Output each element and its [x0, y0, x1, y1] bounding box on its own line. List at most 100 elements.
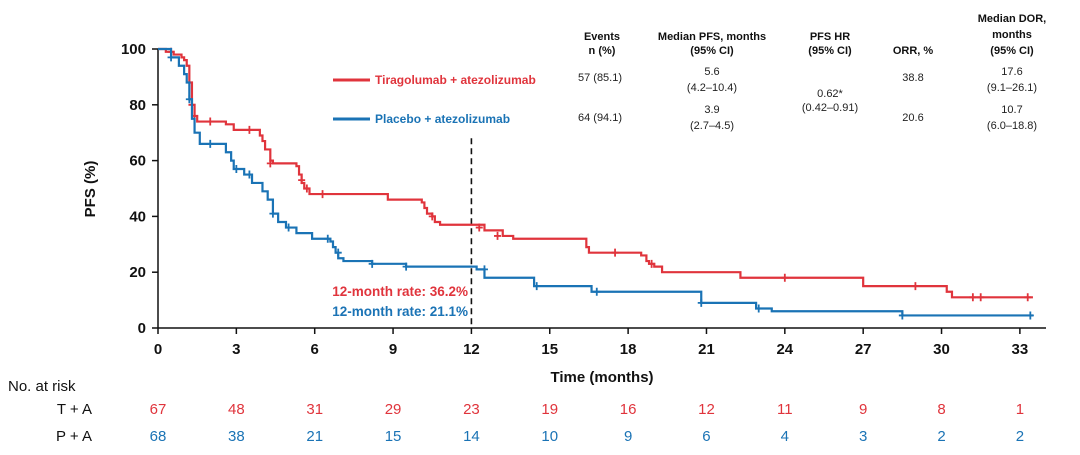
- table-header-median-pfs: Median PFS, months (95% CI): [658, 31, 766, 57]
- at-risk-count-tiragolumab: 11: [777, 401, 793, 418]
- x-tick-label: 6: [311, 341, 319, 358]
- at-risk-count-placebo: 9: [624, 428, 632, 445]
- at-risk-row-label: T + A: [57, 401, 92, 418]
- x-tick-label: 0: [154, 341, 162, 358]
- table-cell-median-dor-ci-placebo: (6.0–18.8): [987, 120, 1037, 132]
- table-cell-pfs-hr: 0.62*: [817, 88, 843, 100]
- censor-mark-placebo: [697, 298, 705, 307]
- table-header-line: n (%): [589, 45, 616, 57]
- x-axis-title: Time (months): [550, 369, 653, 386]
- km-curve-placebo: [158, 47, 1033, 317]
- table-cell-median-pfs-placebo: 3.9: [704, 104, 719, 116]
- x-tick-label: 15: [541, 341, 558, 358]
- y-tick-label: 40: [129, 208, 146, 225]
- y-tick-label: 80: [129, 97, 146, 114]
- y-tick-label: 0: [138, 320, 146, 337]
- table-cell-median-dor-placebo: 10.7: [1001, 104, 1022, 116]
- survival-curves: [158, 47, 1034, 320]
- x-tick-label: 21: [698, 341, 715, 358]
- x-tick-label: 30: [933, 341, 950, 358]
- censor-mark-placebo: [480, 265, 488, 274]
- x-tick-label: 9: [389, 341, 397, 358]
- censor-mark-placebo: [334, 248, 342, 257]
- at-risk-table: T + A 67 48 31 29 23 19 16 12 11 9 8 1P + A 68 38 21 15 1…: [56, 401, 1024, 445]
- table-header-line: Events: [584, 31, 620, 43]
- at-risk-count-tiragolumab: 8: [937, 401, 945, 418]
- censor-mark-placebo: [402, 262, 410, 271]
- at-risk-count-tiragolumab: 19: [541, 401, 558, 418]
- censor-mark-tiragolumab: [266, 159, 274, 168]
- censor-mark-placebo: [898, 311, 906, 320]
- annotation-12-month-rate-tiragolumab: 12-month rate: 36.2%: [332, 284, 468, 299]
- x-ticks: 0 3 6 9 12 15 18 21 24 27 30 33: [154, 328, 1028, 358]
- at-risk-count-placebo: 4: [781, 428, 789, 445]
- y-ticks: 0 20 40 60 80 100: [121, 41, 158, 337]
- censor-mark-placebo: [269, 209, 277, 218]
- summary-table: Events n (%) Median PFS, months (95% CI)…: [578, 13, 1046, 132]
- at-risk-count-placebo: 6: [702, 428, 710, 445]
- table-header-line: (95% CI): [690, 45, 734, 57]
- table-header-line: months: [992, 29, 1032, 41]
- table-cell-median-dor-ci-tiragolumab: (9.1–26.1): [987, 82, 1037, 94]
- table-header-line: Median DOR,: [978, 13, 1046, 25]
- table-header-pfs-hr: PFS HR (95% CI): [808, 31, 852, 57]
- at-risk-count-placebo: 2: [937, 428, 945, 445]
- censor-mark-tiragolumab: [428, 212, 436, 221]
- y-tick-label: 20: [129, 264, 146, 281]
- at-risk-count-tiragolumab: 29: [385, 401, 402, 418]
- at-risk-count-tiragolumab: 12: [698, 401, 715, 418]
- censor-mark-placebo: [593, 287, 601, 296]
- table-cell-pfs-hr-ci: (0.42–0.91): [802, 102, 858, 114]
- at-risk-count-tiragolumab: 23: [463, 401, 480, 418]
- y-tick-label: 100: [121, 41, 146, 58]
- table-header-line: (95% CI): [990, 45, 1034, 57]
- legend-label-placebo: Placebo + atezolizumab: [375, 112, 510, 126]
- censor-mark-tiragolumab: [303, 184, 311, 193]
- censor-mark-placebo: [1026, 311, 1034, 320]
- censor-mark-tiragolumab: [319, 190, 327, 199]
- censor-mark-placebo: [533, 282, 541, 291]
- at-risk-count-placebo: 21: [306, 428, 323, 445]
- km-curve-tiragolumab: [158, 47, 1033, 299]
- x-tick-label: 33: [1012, 341, 1029, 358]
- table-cell-orr-tiragolumab: 38.8: [902, 72, 923, 84]
- table-header-line: (95% CI): [808, 45, 852, 57]
- at-risk-count-placebo: 2: [1016, 428, 1024, 445]
- at-risk-count-tiragolumab: 67: [150, 401, 167, 418]
- table-header-line: ORR, %: [893, 45, 934, 57]
- y-axis-title: PFS (%): [82, 161, 99, 218]
- at-risk-count-tiragolumab: 9: [859, 401, 867, 418]
- table-header-line: PFS HR: [810, 31, 850, 43]
- at-risk-count-tiragolumab: 31: [306, 401, 323, 418]
- axes: 0 20 40 60 80 100 0 3 6 9 12 15 18 21 24 27 30 33: [121, 41, 1046, 358]
- at-risk-row-label: P + A: [56, 428, 92, 445]
- censor-mark-tiragolumab: [911, 282, 919, 291]
- table-header-events: Events n (%): [584, 31, 620, 57]
- censor-mark-tiragolumab: [977, 293, 985, 302]
- censor-mark-tiragolumab: [475, 223, 483, 232]
- table-cell-orr-placebo: 20.6: [902, 112, 923, 124]
- x-tick-label: 18: [620, 341, 637, 358]
- table-cell-events-tiragolumab: 57 (85.1): [578, 72, 622, 84]
- at-risk-count-placebo: 10: [541, 428, 558, 445]
- censor-mark-placebo: [285, 223, 293, 232]
- table-cell-median-dor-tiragolumab: 17.6: [1001, 66, 1022, 78]
- censor-mark-tiragolumab: [1024, 293, 1032, 302]
- table-cell-median-pfs-ci-placebo: (2.7–4.5): [690, 120, 734, 132]
- table-cell-events-placebo: 64 (94.1): [578, 112, 622, 124]
- censor-mark-placebo: [755, 304, 763, 313]
- table-header-line: Median PFS, months: [658, 31, 766, 43]
- at-risk-count-placebo: 14: [463, 428, 480, 445]
- censor-mark-tiragolumab: [611, 248, 619, 257]
- legend: Tiragolumab + atezolizumab Placebo + ate…: [333, 73, 536, 126]
- at-risk-count-placebo: 15: [385, 428, 402, 445]
- at-risk-count-tiragolumab: 48: [228, 401, 245, 418]
- censor-mark-tiragolumab: [494, 231, 502, 240]
- x-tick-label: 24: [776, 341, 793, 358]
- censor-mark-tiragolumab: [298, 176, 306, 185]
- censor-mark-placebo: [368, 259, 376, 268]
- table-cell-median-pfs-tiragolumab: 5.6: [704, 66, 719, 78]
- censor-mark-tiragolumab: [648, 259, 656, 268]
- legend-label-tiragolumab: Tiragolumab + atezolizumab: [375, 73, 536, 87]
